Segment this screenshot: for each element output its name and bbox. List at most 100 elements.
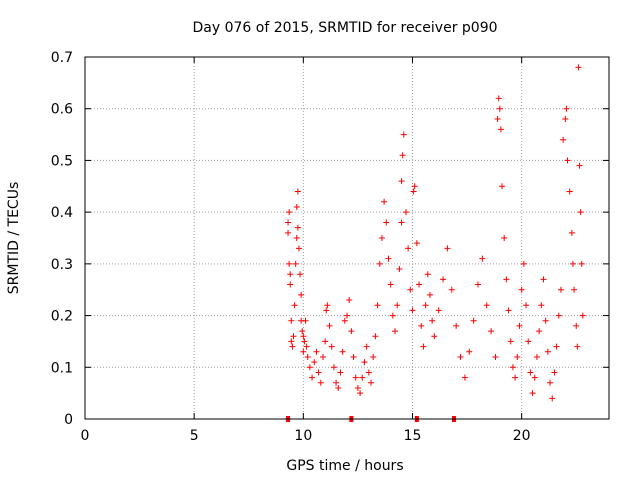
data-point — [293, 203, 300, 210]
y-tick-label: 0.1 — [51, 360, 73, 376]
data-point — [514, 353, 521, 360]
data-point — [323, 307, 330, 314]
data-point — [328, 343, 335, 350]
data-point — [387, 281, 394, 288]
data-point — [344, 312, 350, 319]
data-point — [512, 374, 519, 381]
data-point — [398, 219, 405, 226]
data-point — [426, 291, 433, 298]
data-point — [381, 198, 388, 205]
data-point — [496, 105, 503, 112]
data-point — [501, 235, 508, 241]
data-point — [573, 322, 580, 329]
data-point — [287, 281, 294, 288]
data-point — [562, 116, 569, 123]
data-point — [538, 302, 545, 309]
data-point — [492, 353, 499, 360]
data-point — [527, 369, 534, 376]
data-point — [461, 374, 468, 381]
data-point — [304, 353, 311, 360]
axis-ticks — [84, 56, 609, 420]
grid-lines — [84, 57, 609, 419]
data-point — [292, 260, 299, 267]
data-point — [440, 276, 447, 283]
data-point — [361, 359, 368, 366]
data-point — [479, 255, 486, 262]
data-point — [525, 338, 532, 345]
data-point — [398, 178, 405, 185]
data-point — [370, 353, 377, 360]
data-point — [402, 209, 409, 216]
data-point — [410, 188, 417, 195]
y-tick-label: 0.6 — [51, 102, 73, 118]
data-point — [542, 317, 549, 324]
data-point — [326, 322, 333, 329]
data-point — [536, 328, 543, 335]
data-point — [557, 286, 564, 293]
data-point — [518, 286, 525, 293]
y-axis-label: SRMTID / TECUs — [6, 182, 22, 295]
data-point — [359, 374, 366, 381]
data-point — [385, 255, 392, 262]
data-point — [444, 245, 451, 252]
data-point — [301, 338, 308, 345]
data-point — [302, 317, 309, 324]
data-point — [418, 322, 425, 329]
y-tick-label: 0.7 — [51, 50, 73, 66]
data-point — [294, 224, 301, 231]
data-point — [352, 374, 359, 381]
data-point — [348, 328, 355, 335]
data-point — [376, 260, 383, 267]
data-point — [286, 260, 293, 267]
data-point — [299, 328, 306, 335]
data-point — [413, 240, 420, 247]
data-point — [383, 219, 390, 226]
data-point — [405, 245, 412, 252]
data-point — [578, 260, 585, 267]
data-point — [431, 333, 438, 340]
data-point — [499, 183, 506, 190]
chart-title: Day 076 of 2015, SRMTID for receiver p09… — [192, 20, 497, 36]
data-point — [363, 343, 370, 350]
data-point — [306, 364, 313, 371]
data-point — [483, 302, 490, 309]
data-point — [291, 302, 298, 309]
data-point — [311, 359, 318, 366]
data-point — [529, 390, 536, 397]
data-point — [448, 286, 455, 293]
data-point — [494, 116, 501, 123]
data-point — [300, 348, 307, 355]
data-point — [396, 266, 403, 273]
data-point — [453, 322, 460, 329]
y-tick-label: 0.4 — [51, 205, 73, 221]
data-point — [288, 338, 295, 345]
data-point — [505, 307, 512, 314]
x-tick-label: 0 — [81, 428, 90, 444]
x-axis-label: GPS time / hours — [286, 458, 403, 474]
data-point — [523, 302, 530, 309]
data-point — [569, 260, 576, 267]
data-point — [357, 390, 364, 397]
data-point — [350, 353, 357, 360]
data-point — [555, 312, 562, 319]
data-point — [285, 219, 292, 226]
data-point — [341, 317, 348, 324]
data-point — [507, 338, 514, 345]
data-point — [298, 291, 305, 298]
data-point — [285, 229, 292, 236]
y-tick-label: 0 — [64, 412, 73, 428]
y-tick-label: 0.5 — [51, 153, 73, 169]
data-point — [424, 271, 431, 278]
data-point — [466, 348, 473, 355]
y-tick-label: 0.2 — [51, 309, 73, 325]
data-point — [411, 183, 418, 190]
data-point — [287, 271, 294, 278]
data-point — [288, 317, 295, 324]
plot-frame — [84, 56, 610, 420]
data-point — [389, 312, 396, 319]
data-point — [354, 384, 361, 391]
data-point — [339, 348, 346, 355]
data-point — [422, 302, 429, 309]
data-point — [488, 328, 495, 335]
